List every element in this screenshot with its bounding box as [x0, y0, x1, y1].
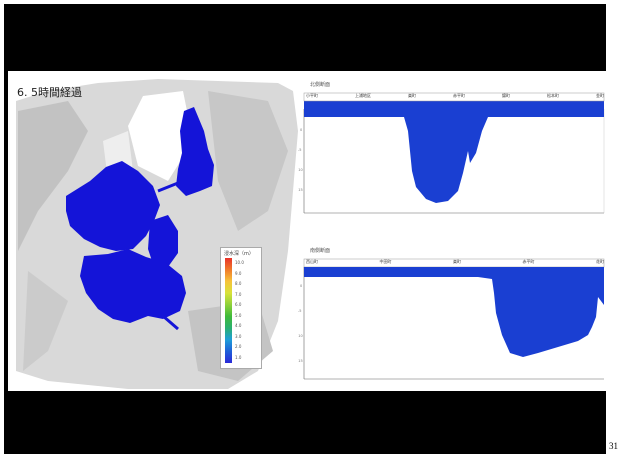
place-label: 中田町 [379, 259, 392, 264]
profile-top: 0 -5 -10 -15 小平町 上浦地区 楽町 赤平町 錦町 松本町 金町 [298, 91, 610, 219]
svg-text:-15: -15 [298, 188, 303, 192]
legend-tick: 8.0 [235, 281, 242, 286]
presentation-slide: 6. 5時間経過 浸水深（m） 10.0 9.0 8.0 7.0 6.0 5.0… [8, 71, 610, 391]
legend-tick: 7.0 [235, 291, 242, 297]
profile-bottom-title: 南側断面 [310, 248, 331, 254]
place-label: 錦町 [502, 93, 510, 98]
place-label: 赤平町 [522, 259, 535, 264]
page-number: 31 [609, 441, 618, 451]
flood-area-south [80, 249, 186, 323]
profile-top-fill [304, 109, 604, 203]
profile-top-title: 北側断面 [310, 82, 331, 88]
place-label: 赤平町 [453, 93, 465, 98]
legend-ticks: 10.0 9.0 8.0 7.0 6.0 5.0 4.0 3.0 2.0 1.0 [235, 258, 259, 363]
place-label: 楽町 [408, 93, 416, 98]
flood-area-small [148, 215, 178, 267]
legend-tick: 3.0 [235, 333, 242, 339]
flood-map [16, 79, 298, 389]
profile-bottom-fill [304, 267, 604, 357]
svg-text:-10: -10 [298, 334, 303, 338]
place-label: 上浦地区 [355, 93, 371, 98]
place-label: 楽町 [453, 259, 461, 264]
svg-text:0: 0 [300, 128, 302, 132]
video-frame: 6. 5時間経過 浸水深（m） 10.0 9.0 8.0 7.0 6.0 5.0… [4, 4, 610, 454]
slide-title: 6. 5時間経過 [17, 86, 82, 99]
place-label: 松本町 [547, 93, 559, 98]
legend-tick: 4.0 [235, 323, 242, 328]
profile-bottom-place-labels: 西山町 中田町 楽町 赤平町 花町 [306, 259, 604, 265]
legend-tick: 1.0 [235, 354, 242, 360]
place-label: 小平町 [306, 93, 318, 98]
legend-color-bar [225, 258, 232, 363]
svg-text:-5: -5 [298, 309, 302, 313]
svg-text:-15: -15 [298, 359, 303, 363]
legend-tick: 9.0 [235, 270, 242, 276]
legend-tick: 5.0 [235, 312, 242, 318]
profile-bottom: 0 -5 -10 -15 西山町 中田町 楽町 赤平町 花町 [298, 257, 610, 385]
flood-area-central [66, 161, 160, 251]
svg-text:-10: -10 [298, 168, 303, 172]
place-label: 花町 [596, 259, 604, 264]
place-label: 西山町 [306, 259, 318, 264]
svg-text:0: 0 [300, 284, 302, 288]
legend-title: 浸水深（m） [224, 251, 254, 257]
flood-area-north-east [176, 107, 214, 196]
legend-tick: 10.0 [235, 260, 244, 265]
profile-top-place-labels: 小平町 上浦地区 楽町 赤平町 錦町 松本町 金町 [306, 93, 604, 99]
svg-text:-5: -5 [298, 148, 302, 152]
legend-tick: 6.0 [235, 302, 242, 307]
depth-legend: 浸水深（m） 10.0 9.0 8.0 7.0 6.0 5.0 4.0 3.0 … [220, 247, 262, 369]
legend-tick: 2.0 [235, 344, 242, 349]
place-label: 金町 [596, 93, 604, 98]
